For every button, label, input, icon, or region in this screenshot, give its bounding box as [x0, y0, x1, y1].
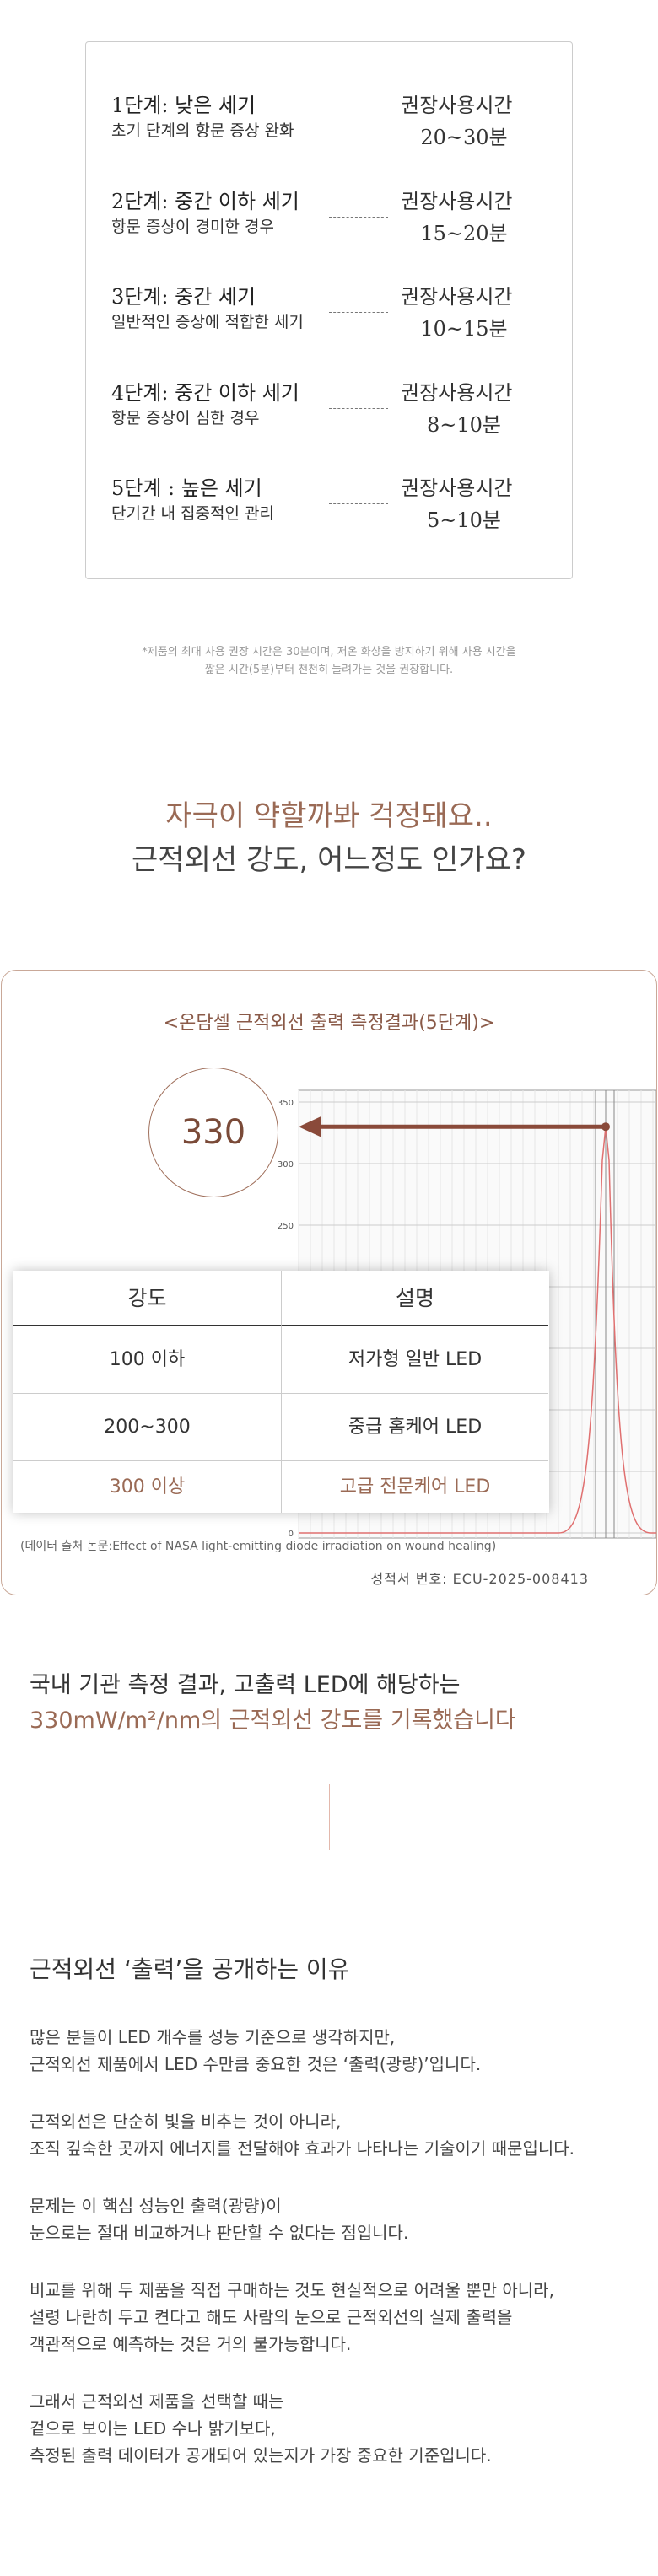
arrow-head — [299, 1116, 321, 1137]
y-tick-label: 0 — [289, 1530, 294, 1539]
dash — [329, 407, 388, 409]
paragraph-line: 눈으로는 절대 비교하거나 판단할 수 없다는 점입니다. — [30, 2223, 409, 2243]
y-tick-label: 350 — [278, 1099, 294, 1108]
result-line: 국내 기관 측정 결과, 고출력 LED에 해당하는 — [30, 1672, 461, 1698]
step-desc: 일반적인 증상에 적합한 세기 — [111, 313, 304, 331]
step-desc: 항문 증상이 심한 경우 — [111, 408, 260, 428]
paragraph-line: 설령 나란히 두고 켠다고 해도 사람의 눈으로 근적외선의 실제 출력을 — [30, 2307, 513, 2327]
dash — [329, 503, 388, 504]
card-title: <온담셀 근적외선 출력 측정결과(5단계)> — [163, 1013, 495, 1034]
table-header: 설명 — [281, 1271, 548, 1326]
paragraph-line: 조직 깊숙한 곳까지 에너지를 전달해야 효과가 나타나는 기술이기 때문입니다… — [30, 2138, 575, 2159]
step-desc: 단기간 내 집중적인 관리 — [111, 504, 274, 523]
step-title: 4단계: 중간 이하 세기 — [111, 380, 299, 405]
step-desc: 초기 단계의 항문 증상 완화 — [111, 121, 294, 140]
step-label: 권장사용시간 — [401, 476, 513, 500]
steps-box — [85, 41, 573, 579]
footnote-line: 짧은 시간(5분)부터 천천히 늘려가는 것을 권장합니다. — [204, 664, 454, 676]
paragraph-line: 측정된 출력 데이터가 공개되어 있는지가 가장 중요한 기준입니다. — [30, 2445, 492, 2466]
result-line: 330mW/m²/nm의 근적외선 강도를 기록했습니다 — [30, 1707, 516, 1734]
paragraph-line: 근적외선 제품에서 LED 수만큼 중요한 것은 ‘출력(광량)’입니다. — [30, 2054, 482, 2074]
y-tick-label: 300 — [278, 1160, 294, 1170]
dash — [329, 312, 388, 313]
step-time: 20~30분 — [420, 126, 508, 149]
heading-line: 자극이 약할까봐 걱정돼요.. — [165, 799, 493, 833]
step-desc: 항문 증상이 경미한 경우 — [111, 217, 274, 236]
reason-title: 근적외선 ‘출력’을 공개하는 이유 — [30, 1955, 350, 1983]
source: (데이터 출처 논문:Effect of NASA light-emitting… — [20, 1540, 497, 1553]
step-time: 5~10분 — [427, 508, 501, 532]
step-title: 1단계: 낮은 세기 — [111, 94, 256, 117]
table-cell: 중급 홈케어 LED — [281, 1394, 548, 1461]
table-cell: 고급 전문케어 LED — [281, 1461, 548, 1513]
table-cell: 300 이상 — [109, 1476, 186, 1498]
divider — [329, 1784, 330, 1850]
card: 050100150200250300350 <온담셀 근적외선 출력 측정결과(… — [1, 970, 657, 1595]
footnote: *제품의 최대 사용 권장 시간은 30분이며, 저온 화상을 방지하기 위해 … — [0, 643, 658, 679]
paragraph-line: 객관적으로 예측하는 것은 거의 불가능합니다. — [30, 2334, 352, 2354]
y-tick-label: 250 — [278, 1222, 294, 1231]
paragraph-line: 그래서 근적외선 제품을 선택할 때는 — [30, 2391, 284, 2412]
step-label: 권장사용시간 — [401, 189, 513, 213]
table-cell: 저가형 일반 LED — [281, 1326, 548, 1394]
step-title: 5단계 : 높은 세기 — [111, 476, 262, 500]
dash — [329, 216, 388, 218]
step-time: 8~10분 — [427, 412, 501, 437]
step-time: 15~20분 — [420, 221, 508, 245]
heading-line: 근적외선 강도, 어느정도 인가요? — [132, 843, 526, 877]
peak-dot — [601, 1122, 610, 1132]
paragraph-line: 많은 분들이 LED 개수를 성능 기준으로 생각하지만, — [30, 2027, 396, 2047]
peak-circle: 330 — [148, 1068, 278, 1197]
table-header: 강도 — [13, 1271, 281, 1326]
step-title: 3단계: 중간 세기 — [111, 285, 256, 309]
step-label: 권장사용시간 — [401, 380, 513, 405]
paragraph-line: 겉으로 보이는 LED 수나 밝기보다, — [30, 2418, 276, 2439]
paragraph-line: 비교를 위해 두 제품을 직접 구매하는 것도 현실적으로 어려울 뿐만 아니라… — [30, 2280, 554, 2300]
step-time: 10~15분 — [420, 317, 508, 341]
cert-number: 성적서 번호: ECU-2025-008413 — [370, 1571, 589, 1587]
step-title: 2단계: 중간 이하 세기 — [111, 189, 299, 213]
footnote-line: *제품의 최대 사용 권장 시간은 30분이며, 저온 화상을 방지하기 위해 … — [142, 646, 516, 659]
step-label: 권장사용시간 — [401, 285, 513, 309]
table: 강도 설명 100 이하 저가형 일반 LED 200~300 중급 홈케어 LED 300… — [13, 1271, 549, 1513]
paragraph-line: 문제는 이 핵심 성능인 출력(광량)이 — [30, 2196, 282, 2216]
paragraph-line: 근적외선은 단순히 빛을 비추는 것이 아니라, — [30, 2111, 342, 2132]
table-cell: 100 이하 — [13, 1326, 281, 1394]
step-label: 권장사용시간 — [401, 94, 513, 117]
table-cell: 200~300 — [13, 1394, 281, 1461]
